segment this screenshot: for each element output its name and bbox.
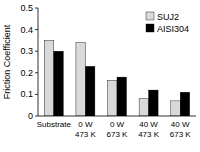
label-line: 0 W	[78, 120, 93, 129]
x-tick-label: Substrate	[37, 120, 72, 129]
bar	[108, 80, 117, 116]
y-label: Friction Coefficient	[2, 24, 12, 99]
chart: 0 0.1 0.2 0.3 0.4 0.5 Friction Coefficient Subs…	[0, 0, 200, 152]
x-tick-label: 0 W673 K	[107, 120, 129, 139]
label-line: 473 K	[138, 130, 160, 139]
x-tick-label: 0 W473 K	[75, 120, 97, 139]
y-tick-label: 0.1	[20, 89, 33, 99]
bar	[76, 43, 85, 116]
label-line: 40 W	[139, 120, 158, 129]
y-tick	[35, 72, 38, 73]
y-tick	[35, 29, 38, 30]
y-tick	[35, 116, 38, 117]
label-line: 0 W	[110, 120, 125, 129]
y-tick	[35, 94, 38, 95]
x-tick-label: 40 W473 K	[138, 120, 160, 139]
bar	[171, 101, 180, 116]
legend-swatch	[146, 12, 154, 20]
y-tick-label: 0.5	[20, 3, 33, 13]
label-line: Substrate	[37, 120, 72, 129]
label-line: 40 W	[171, 120, 190, 129]
y-tick-label: 0	[28, 111, 33, 121]
bar	[44, 40, 53, 116]
label-line: 473 K	[75, 130, 97, 139]
legend-swatch	[146, 24, 154, 32]
bar	[139, 99, 148, 116]
label-line: 673 K	[107, 130, 129, 139]
bar	[149, 90, 158, 116]
label-line: 673 K	[170, 130, 192, 139]
bars	[44, 40, 189, 116]
bar	[54, 51, 63, 116]
bar	[180, 92, 189, 116]
bar	[117, 77, 126, 116]
x-tick-label: 40 W673 K	[170, 120, 192, 139]
y-tick-label: 0.2	[20, 68, 33, 78]
x-axis	[38, 116, 196, 117]
y-tick-label: 0.3	[20, 46, 33, 56]
bar	[85, 66, 94, 116]
legend-label: SUJ2	[157, 12, 179, 22]
y-axis	[38, 8, 39, 116]
y-tick	[35, 8, 38, 9]
legend-label: AISI304	[157, 24, 189, 34]
y-tick-label: 0.4	[20, 25, 33, 35]
y-tick	[35, 51, 38, 52]
